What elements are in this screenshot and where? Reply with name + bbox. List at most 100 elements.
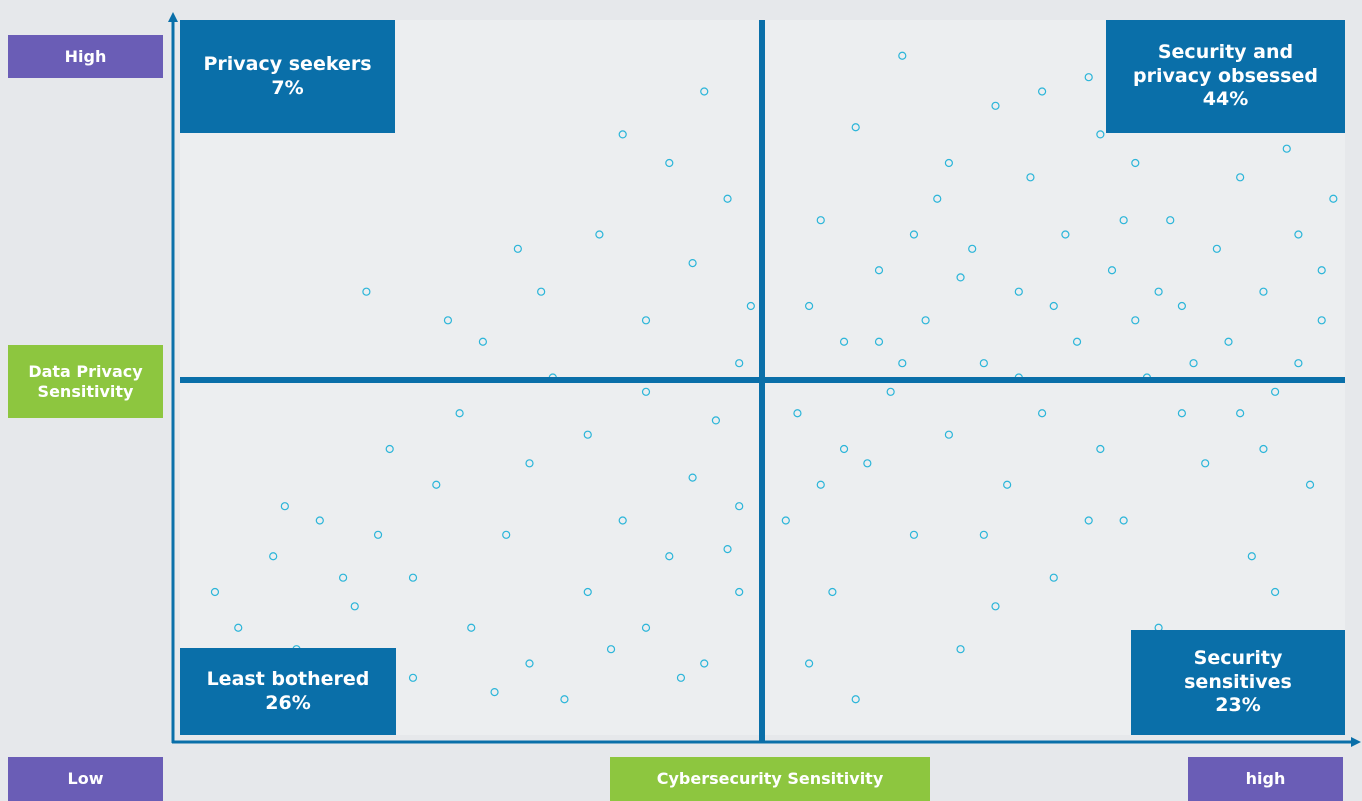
point xyxy=(979,530,988,539)
point xyxy=(1131,158,1140,168)
point xyxy=(839,337,849,346)
point xyxy=(863,459,872,468)
point xyxy=(467,623,476,632)
x-high-label: high xyxy=(1188,757,1343,801)
quadrant-text: Privacy seekers xyxy=(203,52,372,75)
point xyxy=(1084,516,1093,525)
point xyxy=(1049,301,1058,311)
point xyxy=(1084,73,1093,82)
point xyxy=(408,573,418,582)
point xyxy=(1294,359,1303,368)
point xyxy=(1294,230,1303,239)
point xyxy=(618,516,627,525)
point xyxy=(1236,173,1245,182)
point xyxy=(851,695,860,704)
point xyxy=(1166,216,1175,225)
point xyxy=(735,587,744,597)
point xyxy=(804,659,814,668)
quadrant-text: Least bothered xyxy=(206,667,370,690)
point xyxy=(595,230,604,239)
quadrant-text: 23% xyxy=(1215,694,1261,717)
point xyxy=(408,673,418,682)
y-axis-arrow xyxy=(168,12,178,22)
quadrant-text: Security and xyxy=(1157,40,1294,63)
point xyxy=(804,301,814,311)
quadrant-text: sensitives xyxy=(1184,670,1292,693)
point xyxy=(432,480,441,489)
point xyxy=(909,230,919,239)
point xyxy=(979,359,988,368)
point xyxy=(210,587,220,597)
point xyxy=(339,573,348,582)
point xyxy=(816,480,825,489)
point xyxy=(1014,287,1023,296)
point xyxy=(280,502,289,511)
point xyxy=(1177,301,1187,311)
quadrant-text: 7% xyxy=(271,76,304,99)
point xyxy=(234,623,243,632)
point xyxy=(1003,480,1012,489)
point xyxy=(1247,552,1256,561)
point xyxy=(1107,266,1117,275)
point xyxy=(874,337,884,346)
point xyxy=(443,316,453,325)
point xyxy=(1026,173,1035,182)
point xyxy=(676,673,686,682)
quadrant-label: Least bothered 26% xyxy=(180,648,396,735)
x-axis-label: Cybersecurity Sensitivity xyxy=(610,757,930,801)
point xyxy=(746,301,755,311)
point xyxy=(1037,409,1047,418)
point xyxy=(1236,409,1245,418)
point xyxy=(641,387,651,396)
point xyxy=(874,266,884,275)
point xyxy=(851,123,860,132)
point xyxy=(944,158,954,168)
point xyxy=(898,51,907,60)
point xyxy=(362,287,371,296)
point xyxy=(828,587,837,597)
point xyxy=(723,544,732,554)
point xyxy=(781,516,790,525)
point xyxy=(1259,287,1268,296)
point xyxy=(1317,316,1326,325)
point xyxy=(1317,266,1326,275)
point xyxy=(641,623,651,632)
point xyxy=(373,530,383,539)
point xyxy=(1212,244,1221,253)
point xyxy=(583,587,592,597)
point xyxy=(1224,337,1233,346)
point xyxy=(933,194,942,203)
point xyxy=(1119,216,1128,225)
y-high-label: High xyxy=(8,35,163,78)
point xyxy=(350,602,359,611)
point xyxy=(478,337,487,346)
point xyxy=(735,359,744,368)
point xyxy=(1282,144,1291,153)
point xyxy=(688,473,697,482)
point xyxy=(968,244,977,253)
point xyxy=(490,687,499,697)
point xyxy=(1061,230,1070,239)
point xyxy=(991,602,1000,611)
point xyxy=(1177,409,1187,418)
point xyxy=(1131,316,1140,325)
point xyxy=(537,287,546,296)
point xyxy=(886,387,895,396)
point xyxy=(711,416,721,425)
point xyxy=(525,659,534,668)
quadrant-label: Security sensitives 23% xyxy=(1131,630,1345,735)
point xyxy=(898,359,907,368)
point xyxy=(956,273,965,282)
point xyxy=(1259,444,1268,454)
point xyxy=(1037,87,1047,96)
point xyxy=(1270,587,1280,597)
point xyxy=(1049,573,1058,582)
point xyxy=(956,645,965,654)
points xyxy=(210,51,1338,704)
quadrant-label: Privacy seekers 7% xyxy=(180,20,395,133)
point xyxy=(665,552,674,561)
point xyxy=(502,530,511,539)
point xyxy=(1072,337,1082,346)
